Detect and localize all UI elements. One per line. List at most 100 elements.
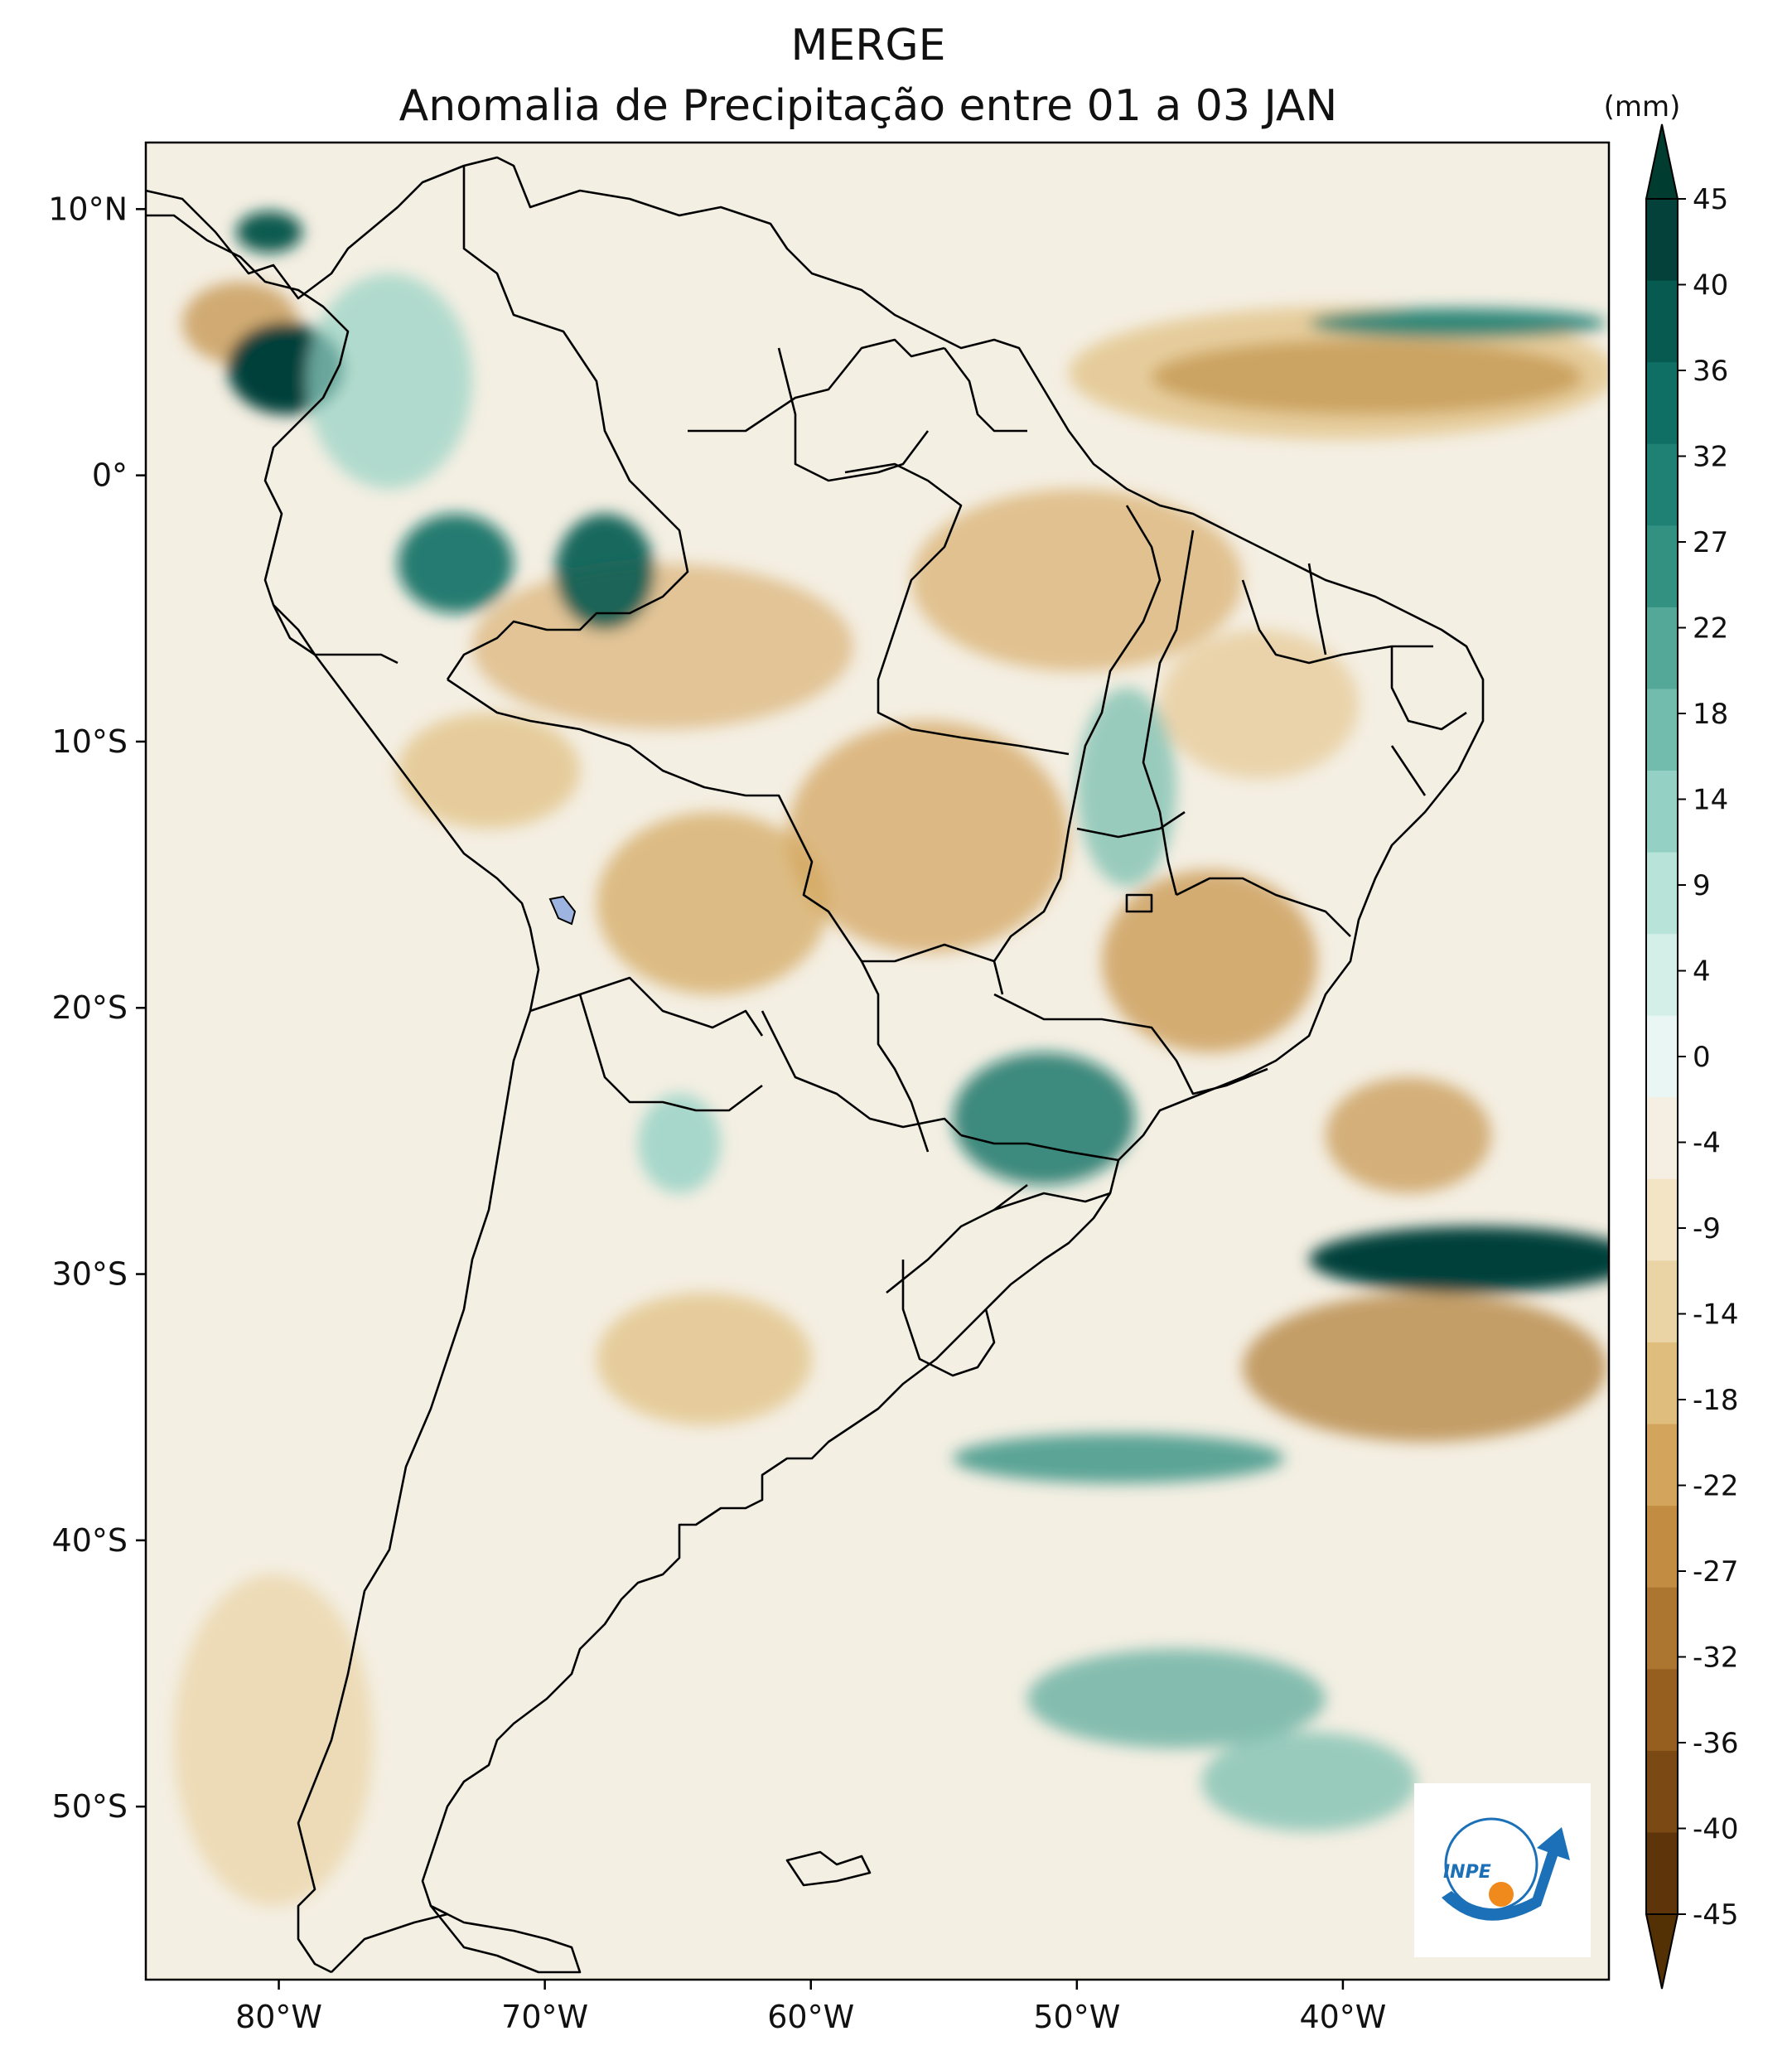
wet-anomaly-amazon-west [555,514,654,630]
tierra-del-fuego-coastline [429,1904,582,1974]
colorbar-level-label: 4 [1693,955,1711,989]
colorbar-band [1646,607,1678,689]
lon-tick-label: 60°W [767,1999,854,2035]
wet-anomaly-south-atlantic [1309,1226,1609,1293]
colorbar-band [1646,1097,1678,1180]
wet-anomaly-colombia [307,273,472,489]
wet-anomaly-patagonian-shelf [953,1434,1284,1483]
lat-tick-label: 30°S [52,1256,128,1293]
dry-anomaly-bolivia [597,812,828,994]
colorbar-band [1646,1750,1678,1833]
lat-tick-label: 40°S [52,1522,128,1559]
lat-tick-label: 20°S [52,989,128,1026]
lon-tick-label: 50°W [1033,1999,1120,2035]
longitude-axis: 80°W 70°W 60°W 50°W 40°W [235,1980,1386,2035]
wet-anomaly-atlantic-ne [1309,308,1607,338]
dry-anomaly-nordeste [1160,630,1359,779]
map-panel [146,143,1609,1980]
lat-tick-label: 50°S [52,1788,128,1825]
colorbar-band [1646,1587,1678,1670]
logo-text: INPE [1443,1862,1491,1883]
lat-tick-label: 10°N [48,191,128,227]
colorbar-band [1646,199,1678,282]
dry-anomaly-atlantic-north-halo [1069,307,1609,439]
colorbar-level-label: -4 [1693,1127,1721,1160]
colorbar-band [1646,1669,1678,1752]
colorbar-band [1646,443,1678,526]
colorbar-band [1646,852,1678,935]
colorbar-band [1646,934,1678,1017]
colorbar-level-label: 27 [1693,526,1728,559]
inpe-logo: INPE [1414,1783,1591,1957]
wet-anomaly-ecuador-peru [398,514,514,613]
colorbar-band [1646,1424,1678,1506]
colorbar-level-label: -40 [1693,1813,1739,1846]
colorbar-band [1646,525,1678,608]
colorbar-band [1646,362,1678,445]
map-frame [144,141,1611,1981]
colorbar-level-label: 18 [1693,698,1728,731]
colorbar-level-label: -45 [1693,1898,1739,1932]
colorbar-level-label: 9 [1693,869,1711,902]
figure-title: MERGE [790,21,945,70]
logo-swoosh [1442,1827,1570,1921]
lon-tick-label: 80°W [235,1999,322,2035]
dry-anomaly-mato-grosso [787,721,1069,953]
colorbar-arrow-min [1645,1913,1679,1990]
wet-anomaly-parana [953,1052,1135,1185]
colorbar-level-label: 45 [1693,183,1728,216]
colorbar-band [1646,1015,1678,1098]
lat-tick-label: 10°S [52,723,128,760]
colorbar-level-label: 14 [1693,784,1728,817]
lon-tick-label: 40°W [1299,1999,1386,2035]
dry-anomaly-argentina [597,1293,812,1425]
dry-anomaly-amazonas [472,563,853,729]
dry-anomaly-peru [398,713,580,829]
dry-anomaly-minas [1102,870,1317,1052]
colorbar-band [1646,1342,1678,1425]
colorbar-level-label: -18 [1693,1384,1739,1417]
wet-anomaly-south-ocean-2 [1201,1732,1417,1831]
colorbar-unit-label: (mm) [1604,90,1681,123]
wet-anomaly-south-ocean [1027,1649,1326,1748]
anomaly-field [174,211,1609,1906]
colorbar-level-label: 36 [1693,355,1728,388]
dry-anomaly-pacific-patagonia [174,1574,373,1906]
colorbar-level-label: -36 [1693,1727,1739,1760]
latitude-axis: 10°N 0° 10°S 20°S 30°S 40°S 50°S [48,191,146,1825]
colorbar-band [1646,1178,1678,1261]
political-borders [273,166,1467,1377]
dry-anomaly-south-atlantic-2 [1326,1077,1491,1193]
colorbar-level-label: 40 [1693,269,1728,302]
colorbar-band [1646,689,1678,771]
colorbar-level-label: -32 [1693,1642,1739,1675]
colorbar-band [1646,771,1678,854]
logo-dot [1489,1882,1514,1907]
colorbar-level-label: -22 [1693,1470,1739,1503]
south-america-coastline [146,156,1485,1974]
colorbar-level-label: 22 [1693,612,1728,646]
colorbar-level-label: -27 [1693,1555,1739,1589]
colorbar-level-label: 0 [1693,1041,1711,1074]
wet-anomaly-panama [236,211,302,253]
dry-anomaly-south-atlantic [1243,1293,1607,1442]
lake-titicaca [548,895,577,926]
colorbar-level-label: -14 [1693,1298,1739,1332]
dry-anomaly-para [911,489,1243,671]
wet-anomaly-argentina-north [638,1094,721,1193]
colorbar-level-label: 32 [1693,441,1728,474]
lon-tick-label: 70°W [501,1999,588,2035]
colorbar-band [1646,1506,1678,1589]
colorbar-arrow-max [1645,123,1679,200]
falklands-coastline [785,1850,872,1887]
lat-tick-label: 0° [92,457,128,494]
colorbar-band [1646,280,1678,363]
wet-anomaly-goias [1077,688,1176,887]
colorbar-band [1646,1260,1678,1343]
colorbar: (mm) 4540363227221814940-4-9-14-18-22-27… [1604,90,1739,1990]
colorbar-level-label: -9 [1693,1212,1721,1245]
figure-subtitle: Anomalia de Precipitação entre 01 a 03 J… [399,81,1338,131]
logo-background [1414,1783,1591,1957]
colorbar-band [1646,1832,1678,1915]
